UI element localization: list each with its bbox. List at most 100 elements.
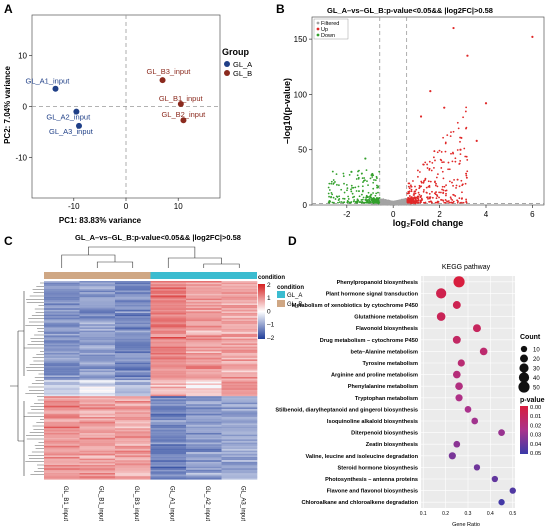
kegg-pathway-label: Isoquinoline alkaloid biosynthesis <box>327 419 418 425</box>
condition-bar-cell <box>44 272 80 279</box>
pvalue-legend-tick: 0.05 <box>530 451 541 457</box>
heatmap-cell <box>44 361 80 363</box>
heatmap-cell <box>150 449 187 451</box>
volcano-point <box>365 199 368 201</box>
heatmap-cell <box>115 327 151 330</box>
volcano-point <box>410 190 413 193</box>
heatmap-cell <box>150 412 187 414</box>
heatmap-cell <box>115 393 151 395</box>
volcano-point <box>414 185 416 188</box>
heatmap-cell <box>44 357 80 360</box>
heatmap-cell <box>186 345 222 347</box>
heatmap-cell <box>150 351 187 354</box>
heatmap-cell <box>44 452 80 454</box>
heatmap-cell <box>150 393 187 395</box>
heatmap-cell <box>115 447 151 450</box>
volcano-point <box>465 200 468 203</box>
volcano-plot-area <box>311 16 545 206</box>
heatmap-cell <box>186 442 222 445</box>
heatmap-cell <box>115 335 151 338</box>
heatmap-cell <box>186 369 222 371</box>
pca-legend: Group GL_AGL_B <box>222 47 252 78</box>
kegg-pathway-label: Chloroalkane and chloroalkene degradatio… <box>301 500 418 506</box>
heatmap-cell <box>221 458 258 461</box>
heatmap-cell <box>150 413 187 416</box>
heatmap-cell <box>115 305 151 307</box>
volcano-point <box>450 131 452 134</box>
heatmap-cell <box>150 391 187 394</box>
heatmap-cell <box>186 289 222 291</box>
heatmap-cell <box>186 412 222 414</box>
kegg-point <box>452 370 461 379</box>
heatmap-cell <box>79 396 116 398</box>
volcano-point <box>444 141 447 144</box>
heatmap-cell <box>79 348 116 350</box>
heatmap-cell <box>115 455 151 458</box>
heatmap-cell <box>79 369 116 371</box>
kegg-pathway-label: Tyrosine metabolism <box>362 361 418 367</box>
kegg-x-tick-label: 0.1 <box>420 511 427 517</box>
pca-legend-label: GL_B <box>233 69 252 78</box>
volcano-point <box>436 173 439 176</box>
kegg-point <box>498 429 505 436</box>
heatmap-cell <box>115 394 151 397</box>
heatmap-cell <box>186 450 222 453</box>
pca-point-label: GL_B1_input <box>159 94 204 103</box>
volcano-point <box>416 195 419 198</box>
heatmap-cell <box>115 442 151 445</box>
volcano-point <box>414 192 417 195</box>
volcano-point <box>348 173 351 176</box>
heatmap-cell <box>115 429 151 432</box>
heatmap-cell <box>186 431 222 434</box>
heatmap-cell <box>221 402 258 405</box>
heatmap-cell <box>150 340 187 342</box>
heatmap-cell <box>79 341 116 344</box>
heatmap-cell <box>79 477 116 480</box>
pca-y-tick-label: 10 <box>18 52 27 61</box>
heatmap-cell <box>79 356 116 358</box>
pca-x-tick-label: -10 <box>68 202 80 211</box>
heatmap-cell <box>150 375 187 378</box>
heatmap-cell <box>44 356 80 358</box>
heatmap-cell <box>44 343 80 346</box>
pvalue-legend-title: p-value <box>520 397 545 404</box>
heatmap-cell <box>44 378 80 381</box>
heatmap-cell <box>44 359 80 362</box>
volcano-point <box>328 195 330 198</box>
heatmap-cell <box>115 308 151 310</box>
heatmap-cell <box>150 474 187 477</box>
volcano-point <box>402 202 405 205</box>
heatmap-cell <box>44 394 80 397</box>
volcano-point <box>335 173 338 175</box>
heatmap-cell <box>186 377 222 379</box>
kegg-point <box>479 347 488 356</box>
heatmap-cell <box>79 324 116 326</box>
heatmap-cell <box>115 463 151 466</box>
heatmap-cell <box>221 292 258 294</box>
heatmap-cell <box>115 285 151 288</box>
heatmap-column-label: GL_A3_input <box>239 486 245 521</box>
volcano-point <box>342 175 345 178</box>
heatmap-cell <box>79 289 116 291</box>
heatmap-cell <box>150 453 187 456</box>
heatmap-cell <box>221 429 258 432</box>
heatmap-cell <box>79 306 116 309</box>
volcano-x-axis-label: log₂Fold change <box>393 218 464 228</box>
heatmap-cell <box>44 311 80 314</box>
heatmap-cell <box>150 436 187 438</box>
heatmap-cell <box>150 415 187 418</box>
heatmap-cell <box>115 405 151 408</box>
heatmap-cell <box>44 377 80 379</box>
heatmap-cell <box>221 444 258 446</box>
pca-point-label: GL_A2_input <box>46 113 91 122</box>
volcano-point <box>426 191 428 194</box>
heatmap-cell <box>115 468 151 470</box>
heatmap-cell <box>186 378 222 381</box>
heatmap-cell <box>44 415 80 418</box>
heatmap-cell <box>79 388 116 390</box>
condition-legend-label: GL_A <box>287 293 302 299</box>
volcano-point <box>419 195 422 198</box>
heatmap-cell <box>221 364 258 366</box>
heatmap-cell <box>221 410 258 413</box>
